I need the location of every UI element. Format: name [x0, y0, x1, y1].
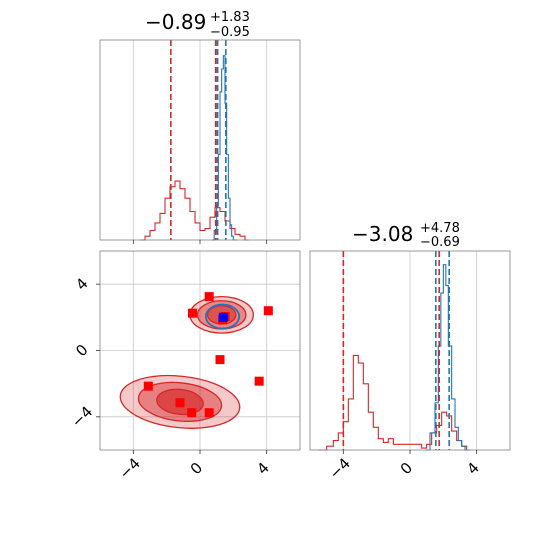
histogram-series-blue [425, 264, 469, 451]
sample-marker-red [187, 408, 197, 418]
sample-marker-red [175, 398, 185, 408]
title-param-1-minus: −0.95 [210, 25, 250, 40]
x-tick-label-joint: 4 [253, 459, 272, 478]
joint-density-panel [99, 250, 301, 451]
title-param-2-plus: +4.78 [420, 221, 460, 236]
sample-marker-red [254, 376, 264, 386]
histogram-series-red [318, 354, 471, 451]
title-param-2: −3.08 +4.78 −0.69 [352, 221, 460, 250]
sample-marker-red [204, 292, 214, 302]
sample-marker-red [188, 308, 197, 318]
sample-marker-red [215, 355, 225, 365]
title-param-1: −0.89 +1.83 −0.95 [145, 10, 250, 40]
y-tick-label-joint: 4 [72, 274, 91, 293]
x-tick-label-hist2: 4 [463, 459, 482, 478]
marginal-histogram-param-1 [99, 39, 301, 241]
marginal-histogram-param-2 [309, 250, 511, 451]
x-tick-label-joint: 0 [187, 459, 206, 478]
title-param-1-value: −0.89 [145, 10, 206, 34]
y-tick-label-joint: −4 [68, 403, 96, 431]
sample-marker-red [143, 381, 153, 391]
x-tick-label-hist2: −4 [326, 454, 354, 482]
x-tick-label-hist2: 0 [397, 459, 416, 478]
x-tick-label-joint: −4 [116, 454, 144, 482]
sample-marker-blue [218, 312, 228, 322]
sample-marker-red [204, 408, 214, 418]
title-param-1-plus: +1.83 [210, 10, 250, 25]
axis-ticks: −4 −4 −4 0 0 0 4 4 4 [68, 240, 483, 483]
y-tick-label-joint: 0 [72, 341, 91, 360]
title-param-2-minus: −0.69 [420, 235, 460, 250]
sample-marker-red [263, 306, 273, 316]
title-param-2-value: −3.08 [352, 222, 413, 246]
histogram-series-red [140, 180, 249, 241]
density-contour-blue [204, 303, 241, 330]
